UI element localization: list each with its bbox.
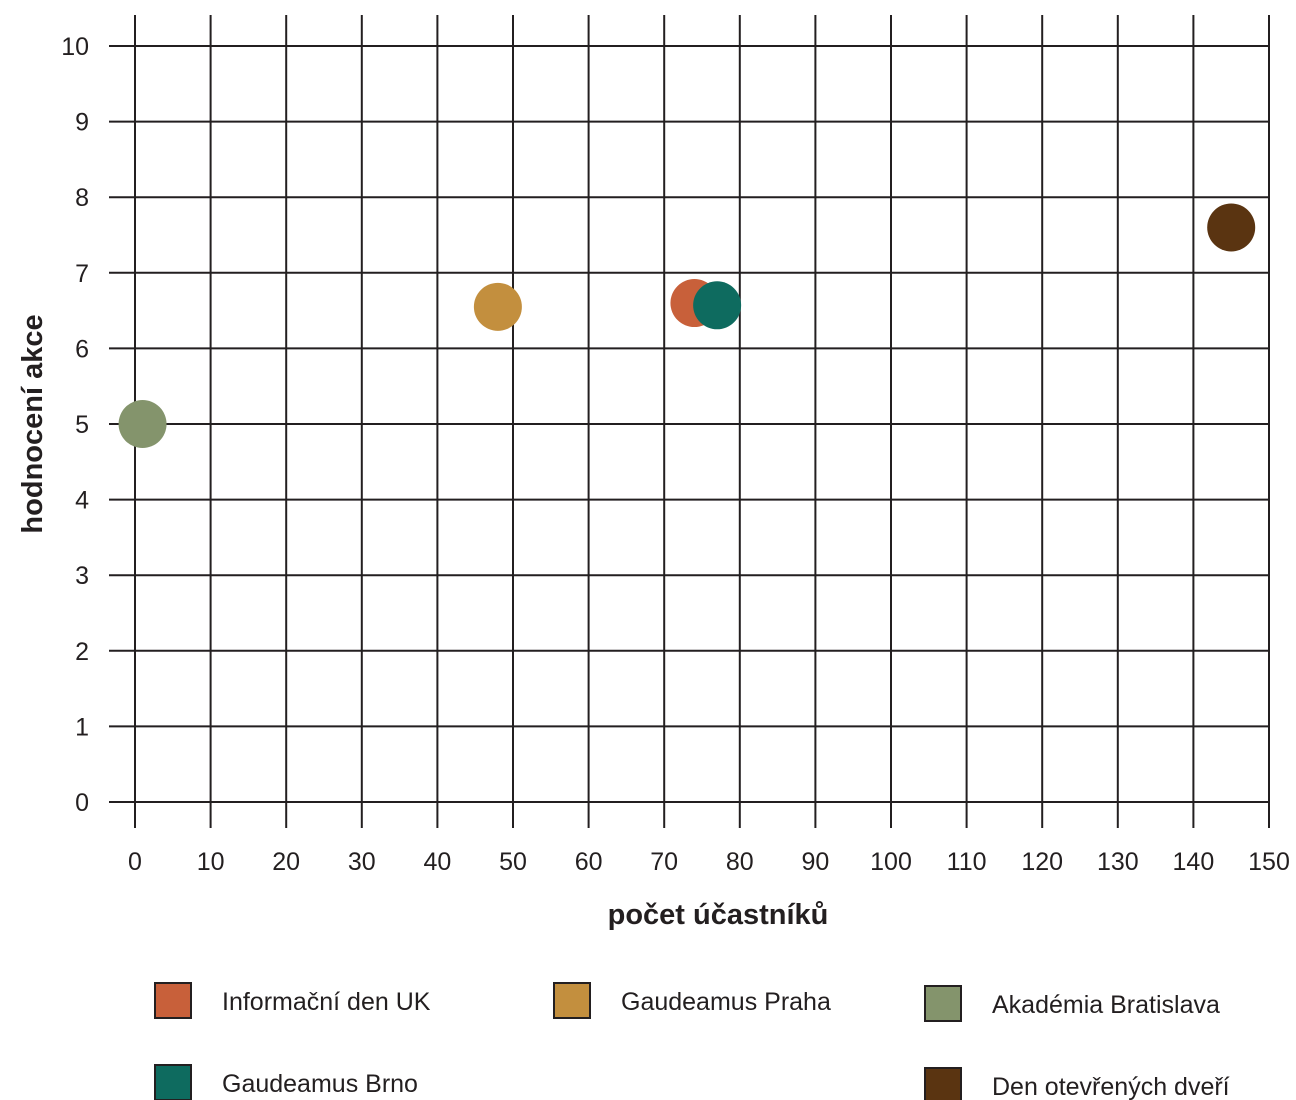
y-tick-label: 8: [75, 184, 89, 212]
x-tick-label: 100: [870, 848, 912, 876]
data-point: [473, 282, 522, 331]
x-tick-label: 150: [1248, 848, 1290, 876]
legend-swatch: [924, 985, 962, 1022]
legend-label: Den otevřených dveří: [992, 1073, 1230, 1100]
x-axis-title: počet účastníků: [608, 899, 829, 931]
x-axis-ticks: 0 10 20 30 40 50 60 70 80 90 100 110 120 130 140 150: [128, 848, 1290, 876]
data-point: [118, 400, 167, 448]
horizontal-gridlines: [109, 45, 1269, 803]
vertical-gridlines: [134, 15, 1270, 828]
y-tick-label: 7: [75, 260, 89, 288]
y-tick-label: 3: [75, 562, 89, 590]
y-tick-label: 9: [75, 109, 89, 137]
legend-swatch: [924, 1067, 962, 1100]
x-tick-label: 30: [348, 848, 376, 876]
x-tick-label: 10: [197, 848, 225, 876]
y-tick-label: 6: [75, 335, 89, 363]
legend-swatch: [154, 1064, 192, 1100]
legend-label: Akadémia Bratislava: [992, 991, 1220, 1019]
x-tick-label: 0: [128, 848, 142, 876]
x-tick-label: 140: [1173, 848, 1215, 876]
x-tick-label: 70: [650, 848, 678, 876]
x-tick-label: 120: [1021, 848, 1063, 876]
x-tick-label: 110: [947, 848, 987, 876]
y-tick-label: 10: [61, 33, 89, 61]
y-tick-label: 1: [75, 713, 89, 741]
legend-label: Informační den UK: [222, 988, 431, 1016]
x-tick-label: 60: [575, 848, 603, 876]
legend: Informační den UK Gaudeamus Praha Akadémia…: [154, 982, 1230, 1100]
x-tick-label: 130: [1097, 848, 1139, 876]
y-axis-title: hodnocení akce: [17, 314, 49, 533]
x-tick-label: 90: [801, 848, 829, 876]
x-tick-label: 40: [423, 848, 451, 876]
legend-swatch: [154, 982, 192, 1019]
data-point: [693, 281, 742, 330]
y-tick-label: 4: [75, 487, 89, 515]
x-tick-label: 50: [499, 848, 527, 876]
data-point: [1207, 203, 1256, 252]
y-tick-label: 5: [75, 411, 89, 439]
x-tick-label: 80: [726, 848, 754, 876]
x-tick-label: 20: [272, 848, 300, 876]
y-tick-label: 0: [75, 789, 89, 817]
legend-label: Gaudeamus Praha: [621, 988, 831, 1016]
data-points: [118, 203, 1256, 448]
legend-label: Gaudeamus Brno: [222, 1070, 418, 1098]
legend-swatch: [553, 982, 591, 1019]
y-axis-ticks: 0 1 2 3 4 5 6 7 8 9 10: [61, 33, 89, 817]
y-tick-label: 2: [75, 638, 89, 666]
